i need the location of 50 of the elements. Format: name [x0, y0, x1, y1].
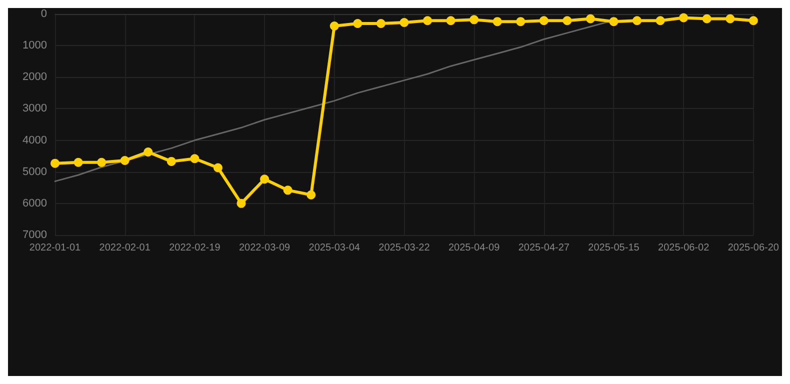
point: [166, 156, 176, 166]
point: [562, 16, 572, 26]
y-tick-label: 6000: [22, 197, 47, 210]
point: [470, 15, 479, 24]
x-tick-label: 2025-03-04: [308, 242, 360, 254]
point: [702, 14, 712, 24]
y-tick-label: 2000: [22, 71, 47, 84]
x-tick-label: 2025-05-15: [588, 242, 640, 254]
y-tick-label: 3000: [22, 102, 47, 115]
x-tick-label: 2022-01-01: [29, 242, 82, 254]
y-tick-label: 5000: [22, 166, 47, 178]
point: [260, 174, 270, 184]
point: [97, 158, 106, 167]
point: [586, 14, 595, 24]
point: [353, 18, 362, 28]
x-tick-label: 2025-04-27: [518, 242, 570, 254]
x-tick-label: 2025-03-22: [378, 242, 430, 254]
point: [748, 16, 758, 26]
point: [656, 16, 665, 26]
point: [190, 154, 200, 164]
x-tick-label: 2025-04-09: [448, 242, 500, 254]
y-tick-label: 7000: [22, 229, 47, 241]
x-tick-label: 2022-03-09: [238, 242, 291, 254]
x-tick-label: 2025-06-20: [728, 242, 780, 254]
y-tick-label: 4000: [22, 134, 47, 146]
point: [50, 158, 60, 168]
point: [306, 190, 316, 200]
point: [632, 16, 642, 26]
x-tick-label: 2022-02-19: [169, 242, 221, 254]
point: [144, 147, 153, 156]
point: [726, 14, 735, 24]
x-tick-label: 2025-06-02: [658, 242, 710, 254]
point: [213, 163, 222, 172]
x-tick-label: 2022-02-01: [99, 242, 151, 254]
point: [400, 18, 409, 28]
point: [516, 17, 526, 26]
point: [446, 16, 456, 26]
point: [283, 186, 292, 195]
point: [423, 16, 432, 26]
y-tick-label: 0: [40, 8, 47, 20]
point: [492, 17, 502, 26]
point: [120, 156, 130, 165]
point: [236, 198, 246, 208]
point: [376, 18, 386, 28]
point: [609, 17, 618, 26]
point: [74, 158, 83, 167]
point: [330, 22, 339, 30]
point: [539, 16, 548, 26]
point: [679, 13, 688, 22]
y-tick-label: 1000: [22, 40, 47, 52]
